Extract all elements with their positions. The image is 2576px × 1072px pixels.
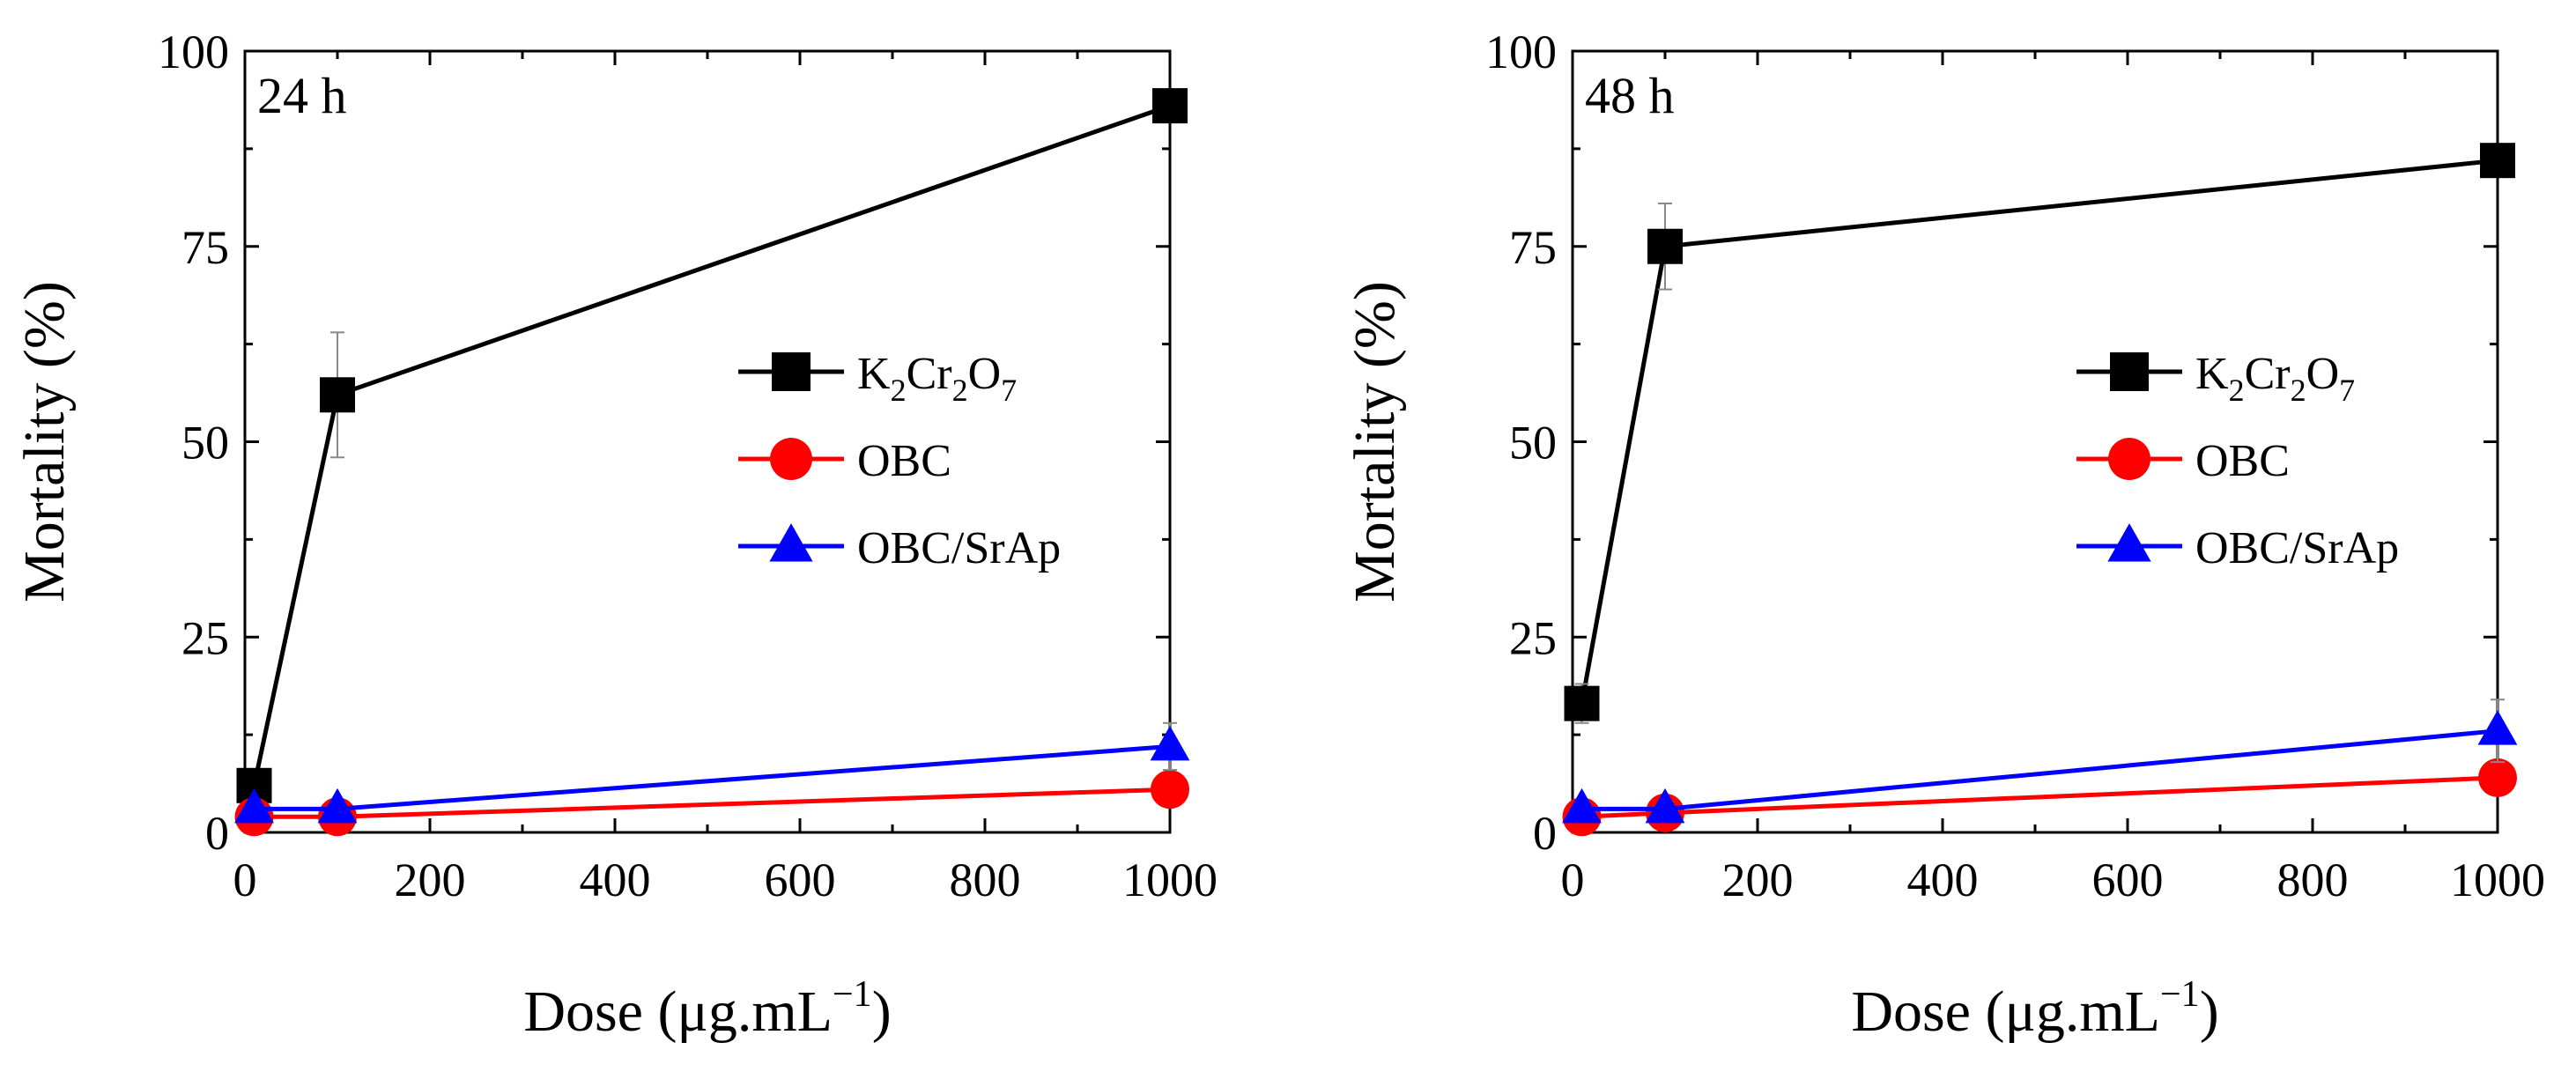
legend-label-part: 7 bbox=[2339, 373, 2355, 408]
y-tick-label: 0 bbox=[1533, 807, 1557, 860]
legend-label: K2Cr2O7 bbox=[2195, 349, 2355, 408]
panel-annotation: 48 h bbox=[1585, 67, 1675, 124]
x-tick-label: 600 bbox=[2092, 854, 2164, 906]
legend-label-part: 2 bbox=[2291, 373, 2306, 408]
data-point bbox=[1562, 787, 1602, 824]
x-tick-label: 600 bbox=[765, 854, 836, 906]
x-tick-label: 800 bbox=[2277, 854, 2349, 906]
x-tick-label: 200 bbox=[1722, 854, 1794, 906]
data-point bbox=[320, 377, 355, 413]
legend-label-part: Cr bbox=[2245, 349, 2291, 399]
y-tick-label: 75 bbox=[1509, 221, 1557, 274]
x-axis-label-end: ) bbox=[2200, 980, 2219, 1044]
x-axis-label-main: Dose (μg.mL bbox=[1851, 980, 2160, 1044]
legend-label-part: OBC bbox=[2195, 436, 2290, 486]
y-tick-label: 0 bbox=[205, 807, 229, 860]
legend-label-part: K bbox=[857, 349, 891, 399]
x-axis-label: Dose (μg.mL−1) bbox=[523, 974, 891, 1044]
data-point bbox=[1152, 88, 1188, 124]
legend-label-part: Cr bbox=[907, 349, 952, 399]
series-obc bbox=[1562, 758, 2517, 837]
series-line bbox=[252, 103, 1171, 787]
legend-label: OBC/SrAp bbox=[857, 523, 1061, 573]
legend-label-part: K bbox=[2195, 349, 2229, 399]
legend-label-part: 2 bbox=[952, 373, 968, 408]
data-point bbox=[1151, 770, 1189, 810]
x-tick-label: 1000 bbox=[2450, 854, 2545, 906]
y-tick-label: 25 bbox=[181, 611, 229, 664]
data-point bbox=[1150, 725, 1190, 761]
data-point bbox=[1645, 787, 1685, 824]
data-point bbox=[2477, 710, 2518, 745]
x-tick-label: 800 bbox=[950, 854, 1021, 906]
y-axis-label: Mortality (%) bbox=[1343, 281, 1407, 603]
x-axis-label-sup: −1 bbox=[833, 974, 872, 1015]
legend-label-part: 7 bbox=[1001, 373, 1017, 408]
legend-label: OBC bbox=[857, 436, 951, 486]
chart-panel-48h: 0 200 400 600 800 1000 0 25 50 75 100 Mortality (%)… bbox=[1343, 26, 2545, 1044]
legend-label: K2Cr2O7 bbox=[857, 349, 1017, 408]
legend-marker bbox=[772, 352, 811, 391]
legend-label-part: OBC bbox=[857, 436, 951, 486]
legend-label-part: O bbox=[968, 349, 1002, 399]
panel-annotation: 24 h bbox=[257, 67, 347, 124]
y-tick-label: 50 bbox=[1509, 417, 1557, 469]
chart-panel-24h: 0 200 400 600 800 1000 0 25 50 75 100 Mortality (%)… bbox=[12, 26, 1218, 1044]
y-tick-label: 50 bbox=[181, 417, 229, 469]
x-axis-label-main: Dose (μg.mL bbox=[523, 980, 833, 1044]
legend-label: OBC/SrAp bbox=[2195, 523, 2399, 573]
legend-marker bbox=[2108, 438, 2150, 480]
series-line bbox=[254, 743, 1171, 811]
y-axis-label: Mortality (%) bbox=[12, 281, 77, 603]
legend-label-part: OBC/SrAp bbox=[2195, 523, 2399, 573]
series-line bbox=[1581, 775, 2498, 819]
plot-frame bbox=[243, 49, 1172, 834]
legend-marker bbox=[770, 438, 812, 480]
legend-marker bbox=[2110, 352, 2149, 391]
data-point bbox=[317, 787, 358, 824]
y-tick-label: 100 bbox=[1485, 26, 1557, 78]
data-point bbox=[1564, 685, 1600, 721]
data-point bbox=[2478, 758, 2517, 797]
legend-marker bbox=[2107, 523, 2151, 562]
series-obc-srap bbox=[1562, 699, 2518, 824]
series-k2cr2o7 bbox=[236, 88, 1188, 803]
x-tick-label: 400 bbox=[580, 854, 651, 906]
x-tick-label: 0 bbox=[1561, 854, 1585, 906]
legend-marker bbox=[769, 523, 813, 562]
legend-label-part: 2 bbox=[891, 373, 907, 408]
data-point bbox=[2480, 143, 2515, 179]
x-axis-label-sup: −1 bbox=[2160, 974, 2200, 1015]
legend-label-part: 2 bbox=[2229, 373, 2245, 408]
y-tick-label: 75 bbox=[181, 221, 229, 274]
x-tick-label: 400 bbox=[1907, 854, 1979, 906]
x-tick-label: 1000 bbox=[1122, 854, 1218, 906]
series-obc-srap bbox=[234, 721, 1190, 824]
x-tick-label: 200 bbox=[395, 854, 466, 906]
legend-label-part: O bbox=[2306, 349, 2340, 399]
data-point bbox=[234, 787, 274, 824]
series-line bbox=[1580, 158, 2498, 705]
data-point bbox=[1647, 228, 1683, 264]
plot-frame bbox=[1571, 49, 2499, 834]
x-axis-label-end: ) bbox=[872, 980, 892, 1044]
legend-label-part: OBC/SrAp bbox=[857, 523, 1061, 573]
y-tick-label: 100 bbox=[158, 26, 229, 78]
series-k2cr2o7 bbox=[1564, 143, 2515, 724]
y-tick-label: 25 bbox=[1509, 611, 1557, 664]
x-tick-label: 0 bbox=[233, 854, 257, 906]
legend-label: OBC bbox=[2195, 436, 2290, 486]
x-axis-label: Dose (μg.mL−1) bbox=[1851, 974, 2218, 1044]
